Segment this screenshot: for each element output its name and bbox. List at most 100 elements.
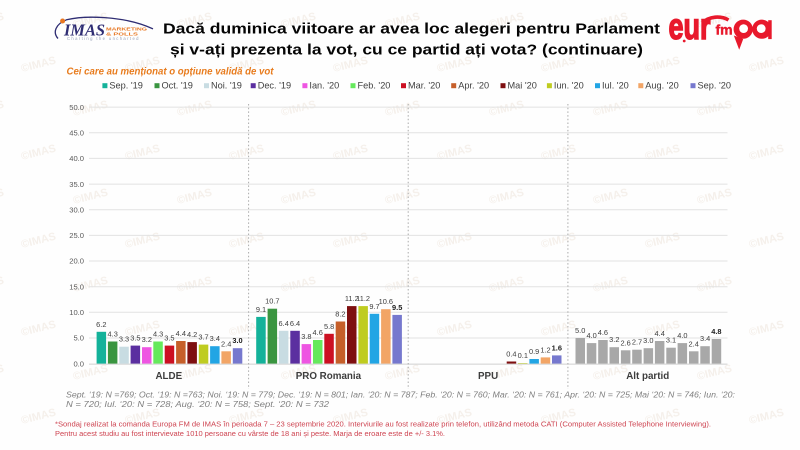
svg-text:3.2: 3.2 <box>609 335 619 344</box>
svg-text:3.0: 3.0 <box>232 336 242 345</box>
svg-text:©IMAS: ©IMAS <box>176 275 213 295</box>
svg-text:©IMAS: ©IMAS <box>436 143 473 163</box>
svg-text:2.7: 2.7 <box>632 338 642 347</box>
svg-text:45.0: 45.0 <box>69 129 84 138</box>
svg-text:4.4: 4.4 <box>655 329 665 338</box>
svg-text:©IMAS: ©IMAS <box>748 231 785 251</box>
svg-text:©IMAS: ©IMAS <box>20 143 57 163</box>
svg-text:40.0: 40.0 <box>69 154 84 163</box>
svg-text:©IMAS: ©IMAS <box>592 275 629 295</box>
svg-text:20.0: 20.0 <box>69 257 84 266</box>
svg-text:15.0: 15.0 <box>69 282 84 291</box>
svg-text:*Sondaj realizat la comanda Eu: *Sondaj realizat la comanda Europa FM de… <box>55 419 711 428</box>
svg-text:0.1: 0.1 <box>518 351 528 360</box>
svg-text:©IMAS: ©IMAS <box>696 363 733 383</box>
svg-text:©IMAS: ©IMAS <box>0 363 5 383</box>
svg-text:3.4: 3.4 <box>210 334 220 343</box>
svg-text:10.0: 10.0 <box>69 308 84 317</box>
svg-text:0.0: 0.0 <box>73 359 84 368</box>
svg-text:Ian. '20: Ian. '20 <box>309 80 339 90</box>
svg-text:10.6: 10.6 <box>379 297 393 306</box>
svg-text:Dec. '19: Dec. '19 <box>258 80 291 90</box>
svg-text:©IMAS: ©IMAS <box>488 99 525 119</box>
svg-text:5.0: 5.0 <box>575 326 585 335</box>
svg-text:4.4: 4.4 <box>176 329 186 338</box>
svg-text:11.2: 11.2 <box>345 294 359 303</box>
svg-text:PPU: PPU <box>478 371 498 382</box>
svg-text:4.0: 4.0 <box>586 331 596 340</box>
svg-text:©IMAS: ©IMAS <box>696 275 733 295</box>
svg-text:Sep. '19: Sep. '19 <box>109 80 142 90</box>
svg-text:©IMAS: ©IMAS <box>228 231 265 251</box>
svg-text:©IMAS: ©IMAS <box>696 187 733 207</box>
svg-text:2.6: 2.6 <box>620 338 630 347</box>
svg-text:6.4: 6.4 <box>279 319 289 328</box>
svg-text:Mar. '20: Mar. '20 <box>408 80 440 90</box>
svg-text:N = 720; Iul. ‘20: N = 728; Au: N = 720; Iul. ‘20: N = 728; Aug. ‘20: N … <box>66 399 329 409</box>
svg-text:©IMAS: ©IMAS <box>280 187 317 207</box>
svg-text:Cei care au menționat o opțiun: Cei care au menționat o opțiune validă d… <box>67 67 275 78</box>
svg-text:0.9: 0.9 <box>529 347 539 356</box>
svg-text:©IMAS: ©IMAS <box>644 231 681 251</box>
svg-text:Mai '20: Mai '20 <box>508 80 537 90</box>
svg-text:fm: fm <box>716 21 733 37</box>
svg-text:©IMAS: ©IMAS <box>436 319 473 339</box>
svg-text:©IMAS: ©IMAS <box>0 11 5 31</box>
svg-text:4.0: 4.0 <box>677 331 687 340</box>
svg-text:8.2: 8.2 <box>335 310 345 319</box>
svg-text:IMAS: IMAS <box>63 21 105 40</box>
svg-text:©IMAS: ©IMAS <box>592 363 629 383</box>
svg-text:0.4: 0.4 <box>506 350 516 359</box>
svg-text:MARKETING: MARKETING <box>106 27 148 32</box>
svg-text:Iul. '20: Iul. '20 <box>602 80 629 90</box>
svg-text:Aug. '20: Aug. '20 <box>645 80 678 90</box>
svg-text:25.0: 25.0 <box>69 231 84 240</box>
svg-text:50.0: 50.0 <box>69 103 84 112</box>
svg-text:©IMAS: ©IMAS <box>592 187 629 207</box>
svg-text:2.4: 2.4 <box>221 339 231 348</box>
svg-text:3.2: 3.2 <box>142 335 152 344</box>
svg-text:3.7: 3.7 <box>198 333 208 342</box>
svg-text:eur: eur <box>669 4 711 46</box>
svg-text:30.0: 30.0 <box>69 205 84 214</box>
svg-text:ALDE: ALDE <box>155 371 182 382</box>
svg-text:©IMAS: ©IMAS <box>644 55 681 75</box>
svg-text:9.5: 9.5 <box>392 303 402 312</box>
svg-text:5.0: 5.0 <box>73 334 84 343</box>
svg-text:3.3: 3.3 <box>119 335 129 344</box>
svg-text:©IMAS: ©IMAS <box>748 319 785 339</box>
svg-text:©IMAS: ©IMAS <box>20 319 57 339</box>
svg-text:și v-ați prezenta la vot, cu c: și v-ați prezenta la vot, cu ce partid a… <box>170 43 643 59</box>
svg-text:9.7: 9.7 <box>369 302 379 311</box>
svg-text:35.0: 35.0 <box>69 180 84 189</box>
svg-text:©IMAS: ©IMAS <box>280 99 317 119</box>
svg-text:Noi. '19: Noi. '19 <box>211 80 242 90</box>
svg-text:©IMAS: ©IMAS <box>644 143 681 163</box>
svg-text:©IMAS: ©IMAS <box>0 275 5 295</box>
svg-text:©IMAS: ©IMAS <box>436 231 473 251</box>
svg-text:©IMAS: ©IMAS <box>592 99 629 119</box>
svg-text:©IMAS: ©IMAS <box>696 99 733 119</box>
svg-text:1.2: 1.2 <box>540 345 550 354</box>
svg-text:©IMAS: ©IMAS <box>0 187 5 207</box>
svg-text:3.5: 3.5 <box>130 334 140 343</box>
svg-text:PRO Romania: PRO Romania <box>296 371 362 382</box>
svg-text:4.6: 4.6 <box>313 328 323 337</box>
svg-text:3.0: 3.0 <box>643 336 653 345</box>
svg-text:©IMAS: ©IMAS <box>20 55 57 75</box>
svg-text:3.5: 3.5 <box>164 334 174 343</box>
svg-text:©IMAS: ©IMAS <box>124 143 161 163</box>
svg-text:11.2: 11.2 <box>356 294 370 303</box>
svg-text:4.8: 4.8 <box>711 327 721 336</box>
svg-text:©IMAS: ©IMAS <box>488 187 525 207</box>
svg-text:©IMAS: ©IMAS <box>748 55 785 75</box>
svg-text:©IMAS: ©IMAS <box>124 231 161 251</box>
svg-text:1.6: 1.6 <box>552 343 562 352</box>
svg-text:4.3: 4.3 <box>153 330 163 339</box>
svg-text:Sept. ‘19: N =769; Oct. ‘19: N: Sept. ‘19: N =769; Oct. ‘19: N =763; Noi… <box>66 390 735 400</box>
svg-text:3.8: 3.8 <box>301 332 311 341</box>
svg-text:©IMAS: ©IMAS <box>748 407 785 427</box>
svg-text:©IMAS: ©IMAS <box>748 143 785 163</box>
svg-text:©IMAS: ©IMAS <box>384 187 421 207</box>
svg-text:5.8: 5.8 <box>324 322 334 331</box>
